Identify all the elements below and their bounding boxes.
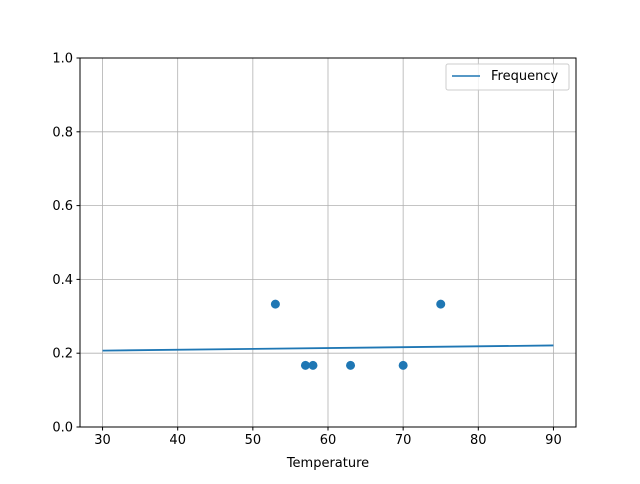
- y-tick-label: 0.4: [52, 273, 73, 288]
- scatter-point: [346, 360, 356, 370]
- scatter-point: [436, 299, 446, 309]
- x-axis-label: Temperature: [286, 456, 369, 471]
- x-tick-label: 80: [470, 433, 487, 448]
- scatter-point: [300, 360, 310, 370]
- x-tick-label: 30: [94, 433, 111, 448]
- legend: Frequency: [445, 63, 570, 91]
- legend-box: [445, 63, 570, 91]
- series-line-frequency: [102, 344, 554, 352]
- x-tick-label: 90: [545, 433, 562, 448]
- series-layer: [102, 299, 554, 370]
- grid: [80, 57, 576, 428]
- y-tick-label: 0.6: [52, 199, 73, 214]
- y-tick-label: 0.0: [52, 421, 73, 436]
- ticks: 30 40 50 60 70 80 90 0.0 0.2 0.4 0.6 0.8 1.0: [52, 52, 561, 449]
- legend-label: Frequency: [491, 69, 558, 84]
- y-tick-label: 0.8: [52, 125, 73, 140]
- x-tick-label: 40: [169, 433, 186, 448]
- x-tick-label: 50: [245, 433, 262, 448]
- x-tick-label: 60: [320, 433, 337, 448]
- scatter-point: [308, 360, 318, 370]
- y-tick-label: 0.2: [52, 347, 73, 362]
- y-tick-label: 1.0: [52, 52, 73, 67]
- scatter-point: [398, 360, 408, 370]
- scatter-point: [270, 299, 280, 309]
- x-tick-label: 70: [395, 433, 412, 448]
